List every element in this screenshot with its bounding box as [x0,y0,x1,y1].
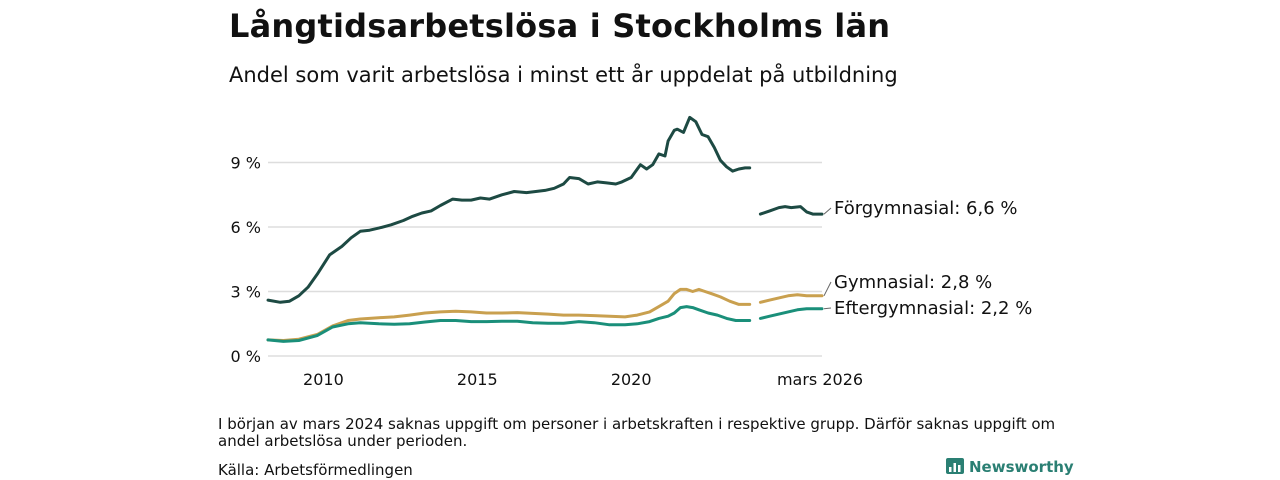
y-tick-label: 9 % [231,154,261,173]
label-connector [823,281,832,297]
series-line-förgymnasial-before-gap [266,115,752,304]
series-label-gymnasial: Gymnasial: 2,8 % [834,272,992,293]
chart-subtitle: Andel som varit arbetslösa i minst ett å… [229,63,898,87]
series-line-eftergymnasial-after-gap [758,307,824,320]
series-label-eftergymnasial: Eftergymnasial: 2,2 % [834,298,1032,319]
y-tick-label: 3 % [231,283,261,302]
x-tick-label: 2010 [303,370,344,389]
series-line-eftergymnasial-before-gap [266,305,752,343]
label-connector [823,307,832,310]
source-text: Källa: Arbetsförmedlingen [218,461,413,479]
series-line-gymnasial-after-gap [758,293,824,304]
y-tick-label: 6 % [231,218,261,237]
line-chart: 0 % 3 % 6 % 9 % 2010 2015 2020 mars 2026 Förgy… [231,115,1032,389]
footnote: I början av mars 2024 saknas uppgift om … [218,415,1056,450]
x-tick-label: mars 2026 [777,370,863,389]
y-tick-label: 0 % [231,347,261,366]
chart-title: Långtidsarbetslösa i Stockholms län [229,7,891,45]
newsworthy-logo-icon [946,458,964,474]
brand-name: Newsworthy [969,458,1074,476]
brand-logo: Newsworthy [946,458,1074,476]
x-tick-label: 2015 [457,370,498,389]
series-line-gymnasial-before-gap [266,287,752,342]
series-label-förgymnasial: Förgymnasial: 6,6 % [834,198,1018,219]
label-connector [823,207,832,215]
x-tick-label: 2020 [611,370,652,389]
series-line-förgymnasial-after-gap [758,205,824,216]
